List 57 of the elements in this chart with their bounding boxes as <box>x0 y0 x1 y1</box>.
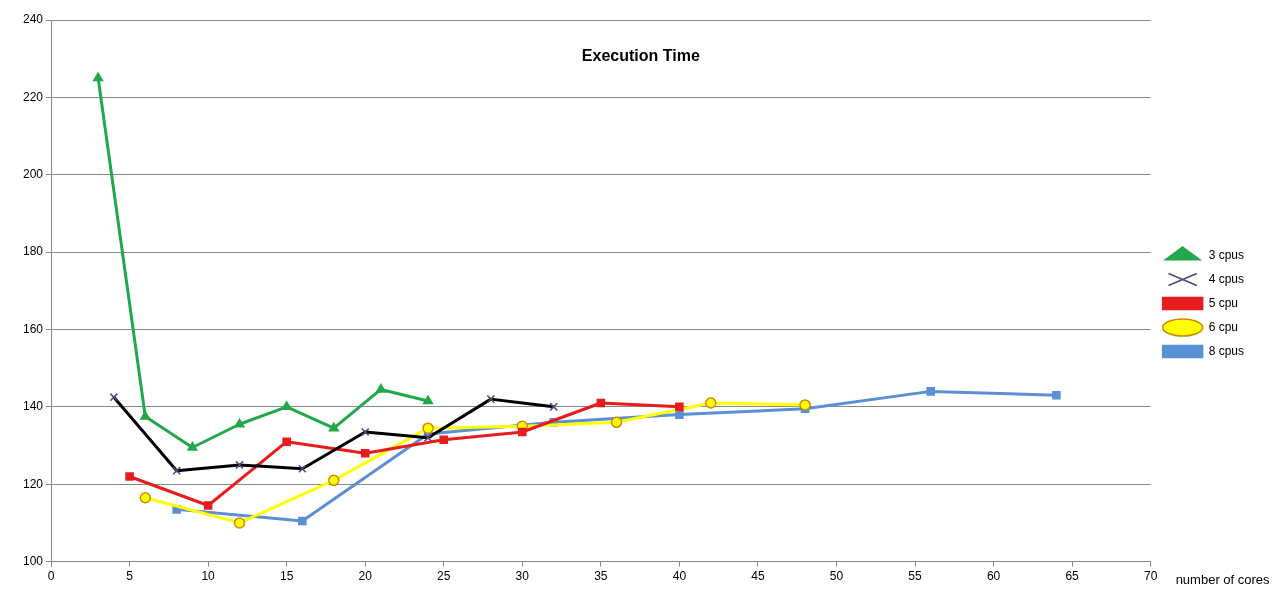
point <box>610 416 623 429</box>
point <box>234 418 245 428</box>
point <box>125 472 134 481</box>
point <box>233 517 246 529</box>
point <box>93 72 104 82</box>
x-tick-label: 45 <box>751 569 765 584</box>
point <box>799 399 811 411</box>
point <box>926 387 936 396</box>
x-tick-label: 40 <box>672 569 687 584</box>
point <box>203 501 213 510</box>
point <box>375 383 386 393</box>
point <box>422 422 434 434</box>
x-axis-title: number of cores <box>1175 572 1271 588</box>
point <box>596 398 606 408</box>
x-tick-label: 30 <box>515 569 530 584</box>
point <box>328 422 339 432</box>
point <box>187 441 198 451</box>
y-tick-label: 120 <box>22 476 44 491</box>
point <box>360 448 370 458</box>
legend-label: 5 cpu <box>1208 295 1238 310</box>
x-tick-label: 55 <box>908 569 923 584</box>
y-tick-label: 220 <box>22 89 44 104</box>
x-tick-label: 35 <box>594 569 608 584</box>
point <box>298 516 307 526</box>
x-tick-label: 0 <box>47 569 55 584</box>
y-tick-label: 180 <box>22 244 44 259</box>
point <box>328 474 340 487</box>
text: Execution Time <box>581 47 700 65</box>
legend-label: 3 cpus <box>1208 247 1244 262</box>
y-tick-label: 200 <box>22 167 44 182</box>
y-tick-label: 140 <box>22 399 44 414</box>
legend-label: 4 cpus <box>1208 271 1244 286</box>
x-tick-label: 15 <box>279 569 294 584</box>
x-tick-label: 10 <box>201 569 216 584</box>
x-tick-label: 70 <box>1143 569 1158 584</box>
point <box>518 427 527 437</box>
point <box>439 435 449 445</box>
legend-label: 8 cpus <box>1208 343 1244 358</box>
x-tick-label: 50 <box>829 569 844 584</box>
point <box>281 401 292 411</box>
point <box>139 492 152 504</box>
x-tick-label: 60 <box>986 569 1001 584</box>
point <box>422 395 434 405</box>
point <box>675 410 684 419</box>
point <box>140 410 151 420</box>
point <box>675 402 684 412</box>
x-tick-label: 25 <box>437 569 451 584</box>
x-tick-label: 5 <box>126 569 134 584</box>
x-tick-label: 20 <box>358 569 373 584</box>
y-tick-label: 160 <box>22 321 44 336</box>
legend-label: 6 cpu <box>1208 319 1238 334</box>
point <box>282 437 291 446</box>
x-tick-label: 65 <box>1065 569 1080 584</box>
point <box>705 397 717 409</box>
y-tick-label: 100 <box>22 553 44 568</box>
y-tick-label: 240 <box>22 12 44 27</box>
point <box>1052 390 1061 400</box>
